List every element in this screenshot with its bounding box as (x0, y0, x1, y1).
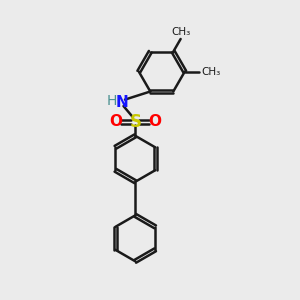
Text: CH₃: CH₃ (171, 27, 190, 37)
Text: CH₃: CH₃ (201, 67, 220, 76)
Text: N: N (116, 95, 128, 110)
Text: H: H (106, 94, 117, 108)
Text: S: S (129, 113, 141, 131)
Text: O: O (148, 114, 161, 129)
Text: O: O (110, 114, 123, 129)
